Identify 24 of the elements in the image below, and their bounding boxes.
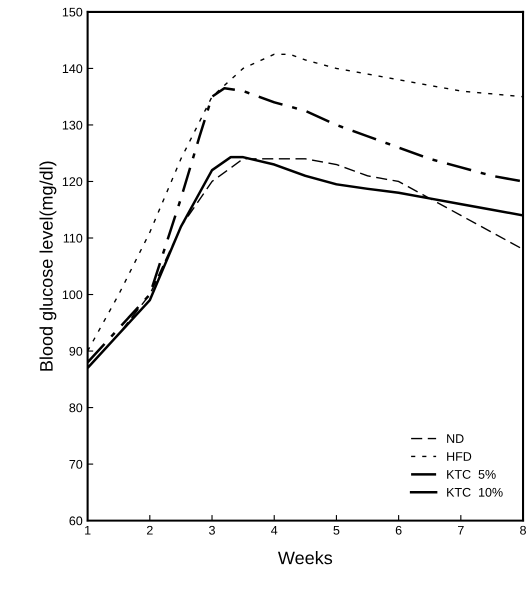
x-axis-title: Weeks xyxy=(278,551,332,564)
y-tick-label: 130 xyxy=(62,120,82,130)
legend-label: KTC 10% xyxy=(447,488,503,497)
y-axis-title: Blood glucose level(mg/dl) xyxy=(40,162,56,371)
y-tick-label: 100 xyxy=(62,290,82,300)
x-tick-label: 2 xyxy=(146,526,153,535)
y-tick-label: 120 xyxy=(62,177,82,186)
x-tick-label: 1 xyxy=(85,526,90,535)
y-tick-label: 110 xyxy=(64,234,82,243)
x-tick-label: 8 xyxy=(520,526,526,535)
y-tick-label: 140 xyxy=(62,64,82,74)
y-tick-label: 80 xyxy=(69,403,82,412)
x-tick-label: 4 xyxy=(271,526,278,535)
x-tick-label: 7 xyxy=(458,526,464,535)
legend-label: HFD xyxy=(447,452,472,461)
x-tick-label: 3 xyxy=(209,526,215,535)
y-tick-label: 60 xyxy=(69,516,82,526)
y-tick-label: 150 xyxy=(62,8,82,17)
y-tick-label: 70 xyxy=(69,460,82,469)
x-tick-label: 6 xyxy=(396,526,402,535)
y-tick-label: 90 xyxy=(69,346,82,356)
legend-label: ND xyxy=(447,434,464,443)
legend-label: KTC 5% xyxy=(447,470,496,479)
x-tick-label: 5 xyxy=(333,526,340,535)
